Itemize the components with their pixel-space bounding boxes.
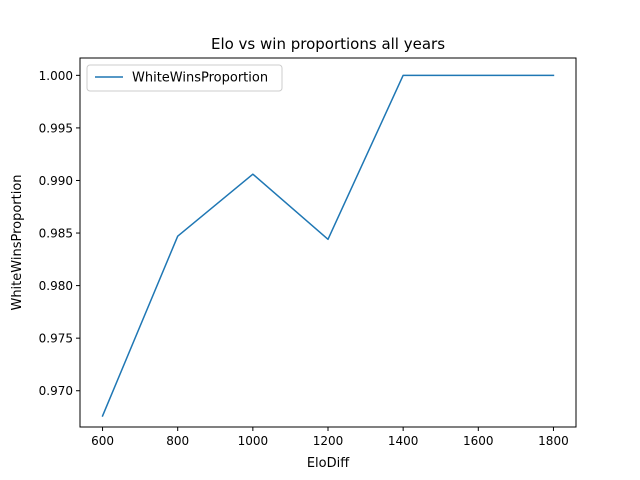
y-tick-label: 0.995 — [39, 121, 73, 135]
legend-box — [86, 64, 283, 92]
data-point — [327, 239, 329, 241]
legend-entry-white-wins-proportion: WhiteWinsProportion — [132, 71, 268, 86]
y-tick-label: 0.975 — [39, 332, 73, 346]
series-layer — [101, 74, 555, 417]
axis-ticks: 600 800 1000 1200 1400 1600 1800 0.970 0.975 0.98… — [39, 69, 569, 448]
y-tick-label: 1.000 — [39, 69, 73, 83]
x-tick-label: 1000 — [238, 434, 269, 448]
data-point — [177, 235, 179, 237]
data-point — [478, 75, 480, 77]
x-tick-label: 1200 — [313, 434, 344, 448]
data-point — [252, 173, 254, 175]
y-axis-label: WhiteWinsProportion — [10, 174, 25, 310]
y-tick-label: 0.970 — [39, 384, 73, 398]
x-tick-label: 600 — [91, 434, 114, 448]
x-tick-label: 1600 — [463, 434, 494, 448]
x-tick-label: 800 — [166, 434, 189, 448]
y-tick-label: 0.990 — [39, 174, 73, 188]
y-tick-label: 0.985 — [39, 227, 73, 241]
x-axis-label: EloDiff — [307, 456, 350, 471]
data-point — [553, 75, 555, 77]
data-point — [402, 75, 404, 77]
plot-frame — [79, 57, 577, 428]
data-point — [102, 415, 104, 417]
legend: WhiteWinsProportion — [86, 64, 283, 92]
x-tick-label: 1400 — [388, 434, 419, 448]
y-tick-label: 0.980 — [39, 279, 73, 293]
x-tick-label: 1800 — [538, 434, 569, 448]
chart-title: Elo vs win proportions all years — [211, 35, 445, 53]
series-line-white-wins-proportion — [101, 74, 555, 417]
